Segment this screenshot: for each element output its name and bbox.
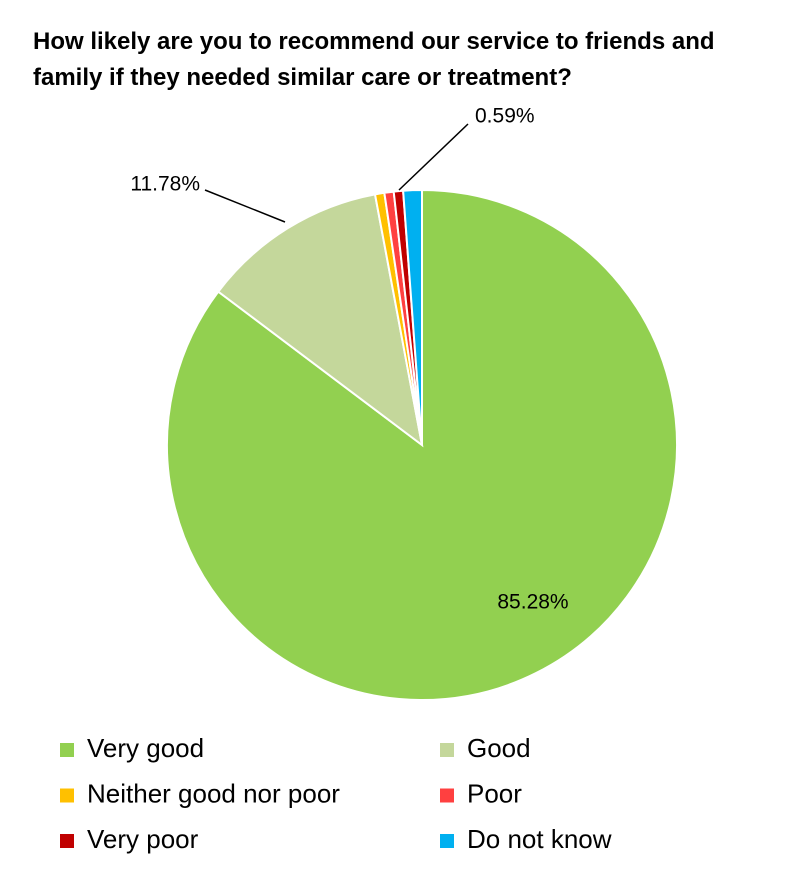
- data-label: 11.78%: [130, 173, 200, 196]
- pie-slice: [216, 193, 424, 448]
- legend-label: Neither good nor poor: [87, 778, 340, 808]
- legend-swatch: [440, 834, 454, 848]
- legend-label: Good: [467, 733, 531, 763]
- legend-swatch: [60, 834, 74, 848]
- legend-label: Very poor: [87, 824, 199, 854]
- leader-line: [398, 123, 469, 191]
- legend-swatch: [440, 788, 454, 803]
- legend-swatch: [60, 788, 74, 803]
- legend-swatch: [60, 743, 74, 757]
- chart-title: How likely are you to recommend our serv…: [33, 28, 715, 91]
- data-label: 85.28%: [497, 591, 568, 614]
- leader-line: [204, 189, 286, 223]
- legend-label: Very good: [87, 733, 204, 763]
- legend-label: Do not know: [467, 824, 612, 854]
- data-label: 0.59%: [475, 105, 535, 128]
- pie-slice: [402, 188, 423, 446]
- legend-label: Poor: [467, 778, 522, 808]
- legend-swatch: [440, 743, 454, 757]
